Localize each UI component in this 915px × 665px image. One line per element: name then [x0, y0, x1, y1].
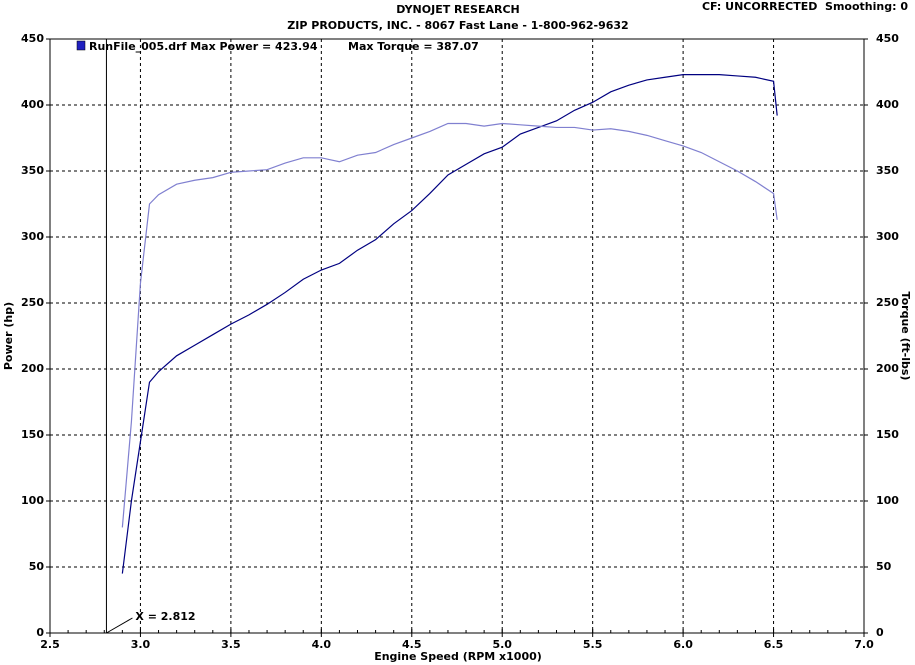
legend-text: RunFile_005.drf Max Power = 423.94 [89, 40, 318, 53]
series-line [121, 74, 778, 574]
y2-tick-label: 200 [876, 362, 899, 375]
y2-tick-label: 0 [876, 626, 884, 639]
cursor-pointer [106, 617, 133, 634]
x-tick-label: 6.0 [673, 638, 693, 651]
y-tick-label: 450 [21, 32, 44, 45]
y2-tick-label: 50 [876, 560, 892, 573]
y-tick-label: 150 [21, 428, 44, 441]
cursor-label: X = 2.812 [135, 610, 195, 623]
x-tick-label: 7.0 [854, 638, 874, 651]
x-tick-label: 5.0 [492, 638, 512, 651]
x-axis-title: Engine Speed (RPM x1000) [374, 650, 542, 663]
plot-frame [49, 38, 865, 634]
x-tick-label: 3.5 [221, 638, 241, 651]
y-tick-label: 200 [21, 362, 44, 375]
series-line [121, 122, 778, 528]
x-tick-label: 4.0 [312, 638, 332, 651]
y2-axis-title: Torque (ft-lbs) [899, 292, 912, 381]
x-tick-label: 5.5 [583, 638, 603, 651]
y2-tick-label: 100 [876, 494, 899, 507]
chart-title: DYNOJET RESEARCH [396, 3, 519, 16]
y2-tick-label: 450 [876, 32, 899, 45]
x-tick-label: 3.0 [131, 638, 151, 651]
y2-tick-label: 300 [876, 230, 899, 243]
y-tick-label: 250 [21, 296, 44, 309]
y-axis-title: Power (hp) [2, 302, 15, 370]
y-tick-label: 100 [21, 494, 44, 507]
y-tick-label: 400 [21, 98, 44, 111]
x-tick-label: 4.5 [402, 638, 422, 651]
y2-tick-label: 250 [876, 296, 899, 309]
chart-subtitle: ZIP PRODUCTS, INC. - 8067 Fast Lane - 1-… [287, 19, 628, 32]
y-tick-label: 50 [29, 560, 45, 573]
x-tick-label: 6.5 [764, 638, 784, 651]
legend-extra: Max Torque = 387.07 [348, 40, 479, 53]
y2-tick-label: 150 [876, 428, 899, 441]
y-tick-label: 0 [36, 626, 44, 639]
x-tick-label: 2.5 [40, 638, 60, 651]
y2-tick-label: 350 [876, 164, 899, 177]
corner-note: CF: UNCORRECTED Smoothing: 0 [702, 0, 908, 13]
y2-tick-label: 400 [876, 98, 899, 111]
y-tick-label: 300 [21, 230, 44, 243]
y-tick-label: 350 [21, 164, 44, 177]
legend-swatch [76, 40, 86, 51]
